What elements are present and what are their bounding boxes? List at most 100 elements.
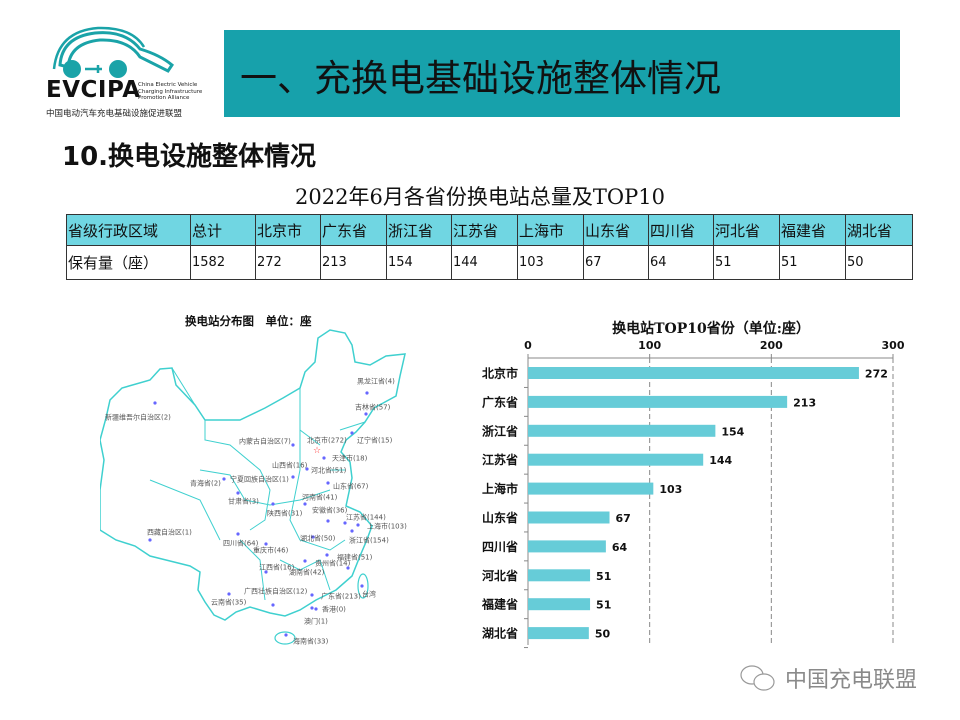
- station-dot: [291, 443, 295, 447]
- province-label: 宁夏回族自治区(1): [230, 475, 289, 484]
- table-cell: 67: [583, 245, 649, 280]
- station-dot: [346, 566, 350, 570]
- data-label: 51: [596, 570, 611, 583]
- province-label: 云南省(35): [211, 598, 247, 607]
- page-title: 一、充换电基础设施整体情况: [240, 57, 721, 100]
- bar: [528, 367, 859, 379]
- table-cell: 51: [713, 245, 780, 280]
- province-label: 香港(0): [322, 605, 346, 614]
- wechat-icon: [740, 665, 775, 691]
- category-label: 江苏省: [482, 452, 518, 467]
- capital-star-icon: ☆: [313, 446, 321, 456]
- station-dot: [360, 584, 364, 588]
- province-label: 天津市(18): [332, 454, 368, 463]
- data-label: 144: [709, 454, 732, 467]
- station-dot: [271, 603, 275, 607]
- bar: [528, 540, 606, 553]
- station-dot: [305, 467, 309, 471]
- station-dot: [343, 521, 347, 525]
- station-dot: [350, 529, 354, 533]
- table-cell: 144: [451, 245, 518, 280]
- category-label: 广东省: [482, 394, 518, 409]
- province-label: 福建省(51): [337, 553, 373, 562]
- station-dot: [236, 491, 240, 495]
- bar: [528, 598, 591, 611]
- table-header-cell: 江苏省: [451, 214, 518, 246]
- province-label: 湖南省(42): [289, 568, 325, 577]
- province-label: 山西省(16): [272, 461, 308, 470]
- station-dot: [271, 502, 275, 506]
- data-label: 103: [659, 483, 682, 496]
- logo-chinese: 中国电动汽车充电基础设施促进联盟: [46, 109, 183, 119]
- bar: [528, 424, 716, 437]
- station-dot: [322, 456, 326, 460]
- table-header-cell: 福建省: [779, 214, 846, 246]
- table-cell: 272: [255, 245, 321, 280]
- station-dot: [365, 391, 369, 395]
- car-plug-icon: [52, 26, 174, 78]
- province-label: 安徽省(36): [312, 506, 348, 515]
- province-label: 江苏省(144): [346, 513, 386, 522]
- table-header-cell: 湖北省: [845, 214, 913, 246]
- chart-title: 换电站TOP10省份（单位:座）: [612, 320, 810, 337]
- station-dot: [148, 538, 152, 542]
- section-title: 10.换电设施整体情况: [62, 142, 317, 172]
- table-cell: 保有量（座）: [66, 245, 191, 280]
- x-tick-label: 100: [638, 339, 661, 352]
- province-label: 甘肃省(3): [228, 497, 259, 506]
- x-tick-label: 200: [760, 339, 783, 352]
- station-dot: [264, 570, 268, 574]
- province-label: 河南省(41): [302, 493, 338, 502]
- bar: [528, 511, 610, 524]
- province-label: 河北省(51): [311, 466, 347, 475]
- logo-english-2: Charging Infrastructure: [138, 88, 203, 95]
- station-dot: [303, 502, 307, 506]
- province-label: 山东省(67): [333, 482, 369, 491]
- table-header-cell: 浙江省: [386, 214, 452, 246]
- category-label: 河北省: [481, 568, 518, 583]
- category-label: 湖北省: [482, 626, 518, 641]
- province-label: 青海省(2): [190, 479, 221, 488]
- station-dot: [325, 553, 329, 557]
- province-label: 重庆市(46): [253, 546, 289, 555]
- station-dot: [236, 532, 240, 536]
- category-label: 四川省: [482, 539, 518, 554]
- station-dot: [284, 633, 288, 637]
- station-dot: [356, 523, 360, 527]
- bar: [528, 482, 654, 495]
- table-title: 2022年6月各省份换电站总量及TOP10: [295, 185, 665, 209]
- table-cell: 154: [386, 245, 452, 280]
- bar: [528, 569, 591, 582]
- province-label: 新疆维吾尔自治区(2): [105, 413, 171, 422]
- station-dot: [350, 431, 354, 435]
- china-map: 换电站分布图 单位：座 新疆维吾尔自治区(2) 黑龙江省(4) 吉林省(57) 内蒙古…: [100, 314, 407, 646]
- station-dot: [326, 519, 330, 523]
- table-header-cell: 省级行政区域: [66, 214, 191, 246]
- category-label: 北京市: [482, 366, 518, 381]
- station-dot: [291, 475, 295, 479]
- table-header-row: 省级行政区域 总计 北京市 广东省 浙江省 江苏省 上海市 山东省 四川省 河北省 福建省 湖北省: [66, 214, 913, 246]
- evcipa-logo: EVCIPA China Electric Vehicle Charging I…: [40, 25, 203, 120]
- station-dot: [310, 606, 314, 610]
- province-label: 江西省(16): [259, 563, 295, 572]
- bar: [528, 453, 704, 466]
- logo-brand: EVCIPA: [46, 77, 141, 103]
- table-header-cell: 四川省: [648, 214, 714, 246]
- bar: [528, 627, 589, 640]
- station-dot: [311, 535, 315, 539]
- hainan-outline: [274, 631, 296, 645]
- bar: [528, 395, 788, 408]
- province-label: 台湾: [362, 590, 376, 599]
- top10-bar-chart: 换电站TOP10省份（单位:座） 0 100 200 300 北京市 272 广东省 213 浙…: [481, 320, 905, 649]
- data-label: 50: [595, 628, 611, 641]
- data-label: 272: [865, 368, 888, 381]
- province-label: 湖北省(50): [300, 534, 336, 543]
- province-label: 陕西省(31): [267, 509, 303, 518]
- province-label: 北京市(272): [307, 436, 347, 445]
- table-cell: 64: [648, 245, 714, 280]
- watermark-text: 中国充电联盟: [785, 668, 918, 693]
- category-label: 福建省: [481, 597, 518, 612]
- province-label: 吉林省(57): [355, 403, 391, 412]
- province-label: 辽宁省(15): [357, 436, 393, 445]
- province-label: 广东省(213): [321, 592, 361, 601]
